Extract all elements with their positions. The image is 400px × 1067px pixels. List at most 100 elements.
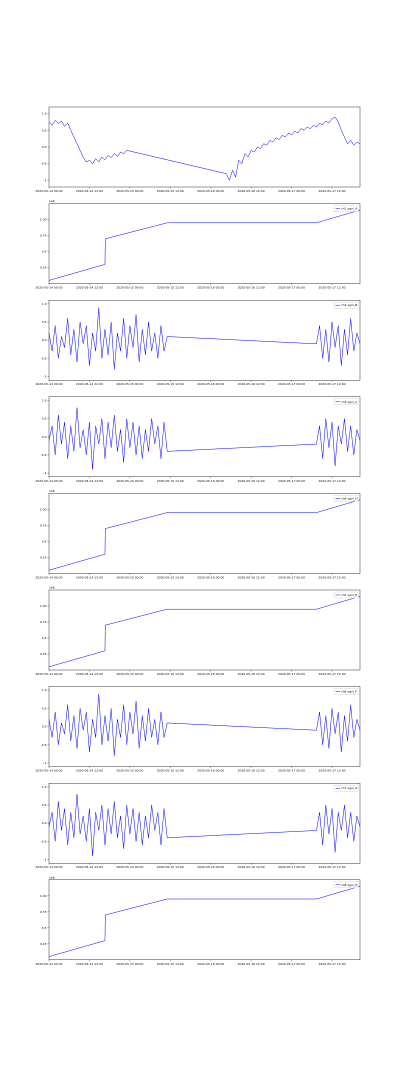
data-line — [48, 407, 361, 470]
y-tick-label: 0.5 — [42, 128, 47, 132]
legend-label: ch4 sgnl_D — [341, 496, 358, 500]
x-tick-label: 2020-05-17 00:00 — [278, 769, 305, 773]
x-tick-label: 2020-05-16 12:00 — [238, 189, 265, 193]
y-tick-label: 0.5 — [42, 320, 47, 324]
x-tick-label: 2020-05-14 00:00 — [35, 382, 62, 386]
y-tick-label: 1.0 — [42, 398, 47, 402]
x-tick-label: 2020-05-14 12:00 — [76, 865, 103, 869]
x-tick-label: 2020-05-14 12:00 — [76, 189, 103, 193]
x-tick-label: 2020-05-14 12:00 — [76, 575, 103, 579]
x-tick-label: 2020-05-15 00:00 — [116, 769, 143, 773]
y-tick-label: -0.5 — [41, 453, 47, 457]
x-tick-label: 2020-05-15 00:00 — [116, 479, 143, 483]
legend-box — [333, 398, 359, 405]
legend-label: ch6 sgnl_F — [341, 690, 357, 694]
y-tick-label: 0.25 — [40, 555, 47, 559]
x-tick-label: 2020-05-15 12:00 — [157, 286, 184, 290]
x-tick-label: 2020-05-17 12:00 — [318, 865, 345, 869]
x-tick-label: 2020-05-17 00:00 — [278, 286, 305, 290]
x-tick-label: 2020-05-17 12:00 — [318, 575, 345, 579]
y-tick-label: -1 — [44, 471, 47, 475]
legend-label: ch7 sgnl_G — [341, 786, 358, 790]
plot-frame — [48, 783, 361, 864]
plot-frame — [48, 396, 361, 477]
y-tick-label: 0.5 — [42, 250, 47, 254]
plot-frame — [48, 203, 361, 284]
x-tick-label: 2020-05-17 00:00 — [278, 962, 305, 966]
offset-label: 1e6 — [49, 199, 55, 203]
plot-frame — [48, 879, 361, 960]
x-tick-label: 2020-05-14 00:00 — [35, 865, 62, 869]
y-tick-label: 0.75 — [40, 910, 47, 914]
legend-label: ch2 sgnl_B — [341, 303, 357, 307]
x-tick-label: 2020-05-16 12:00 — [238, 575, 265, 579]
legend-box — [333, 785, 359, 792]
x-tick-label: 2020-05-14 12:00 — [76, 382, 103, 386]
x-tick-label: 2020-05-16 12:00 — [238, 962, 265, 966]
x-tick-label: 2020-05-17 12:00 — [318, 769, 345, 773]
y-tick-label: -1 — [44, 858, 47, 862]
x-tick-label: 2020-05-16 00:00 — [197, 286, 224, 290]
x-tick-label: 2020-05-16 12:00 — [238, 382, 265, 386]
plot-frame — [48, 589, 361, 671]
y-tick-label: -0.5 — [41, 162, 47, 166]
legend-label: ch8 sgnl_H — [341, 883, 357, 887]
y-tick-label: 1.00 — [40, 604, 47, 608]
y-tick-label: 1.0 — [42, 112, 47, 116]
x-tick-label: 2020-05-16 12:00 — [238, 672, 265, 676]
x-tick-label: 2020-05-16 12:00 — [238, 865, 265, 869]
data-line — [48, 499, 361, 571]
x-tick-label: 2020-05-14 00:00 — [35, 286, 62, 290]
plot-frame — [48, 106, 361, 188]
y-tick-label: 0.75 — [40, 523, 47, 527]
x-tick-label: 2020-05-16 00:00 — [197, 189, 224, 193]
x-tick-label: 2020-05-17 00:00 — [278, 865, 305, 869]
offset-label: 1e6 — [49, 875, 55, 879]
x-tick-label: 2020-05-15 00:00 — [116, 672, 143, 676]
y-tick-label: 1.0 — [42, 688, 47, 692]
plot-frame — [48, 300, 361, 381]
x-tick-label: 2020-05-16 00:00 — [197, 962, 224, 966]
legend-box — [333, 591, 359, 599]
x-tick-label: 2020-05-17 00:00 — [278, 189, 305, 193]
data-line — [48, 885, 361, 957]
y-tick-label: 0.5 — [42, 706, 47, 710]
x-tick-label: 2020-05-17 12:00 — [318, 382, 345, 386]
x-tick-label: 2020-05-17 12:00 — [318, 286, 345, 290]
x-tick-label: 2020-05-15 00:00 — [116, 286, 143, 290]
y-tick-label: 0.5 — [42, 803, 47, 807]
data-line — [48, 693, 361, 756]
legend-box — [333, 205, 359, 212]
x-tick-label: 2020-05-14 00:00 — [35, 672, 62, 676]
y-tick-label: 0.0 — [42, 725, 47, 729]
x-tick-label: 2020-05-16 12:00 — [238, 286, 265, 290]
x-tick-label: 2020-05-17 00:00 — [278, 575, 305, 579]
x-tick-label: 2020-05-15 12:00 — [157, 865, 184, 869]
y-tick-label: 0.0 — [42, 338, 47, 342]
x-tick-label: 2020-05-16 12:00 — [238, 769, 265, 773]
x-tick-label: 2020-05-16 00:00 — [197, 382, 224, 386]
data-line — [48, 209, 361, 281]
y-tick-label: -0.5 — [41, 743, 47, 747]
y-tick-label: 0.75 — [40, 234, 47, 238]
legend-label: ch5 sgnl_E — [341, 593, 357, 597]
x-tick-label: 2020-05-14 00:00 — [35, 962, 62, 966]
x-tick-label: 2020-05-16 00:00 — [197, 479, 224, 483]
y-tick-label: -1 — [44, 375, 47, 379]
y-tick-label: -1 — [44, 178, 47, 182]
x-tick-label: 2020-05-15 00:00 — [116, 865, 143, 869]
legend-label: ch3 sgnl_C — [341, 400, 357, 404]
x-tick-label: 2020-05-15 00:00 — [116, 575, 143, 579]
y-tick-label: 0.0 — [42, 145, 47, 149]
y-tick-label: 0.0 — [42, 435, 47, 439]
legend-box — [333, 495, 359, 502]
y-tick-label: 0.0 — [42, 821, 47, 825]
data-line — [48, 793, 361, 857]
x-tick-label: 2020-05-14 12:00 — [76, 962, 103, 966]
y-tick-label: 1.00 — [40, 894, 47, 898]
y-tick-label: 0.25 — [40, 266, 47, 270]
y-tick-label: 0.5 — [42, 636, 47, 640]
y-tick-label: 1.0 — [42, 302, 47, 306]
x-tick-label: 2020-05-16 00:00 — [197, 575, 224, 579]
data-line — [48, 596, 361, 668]
